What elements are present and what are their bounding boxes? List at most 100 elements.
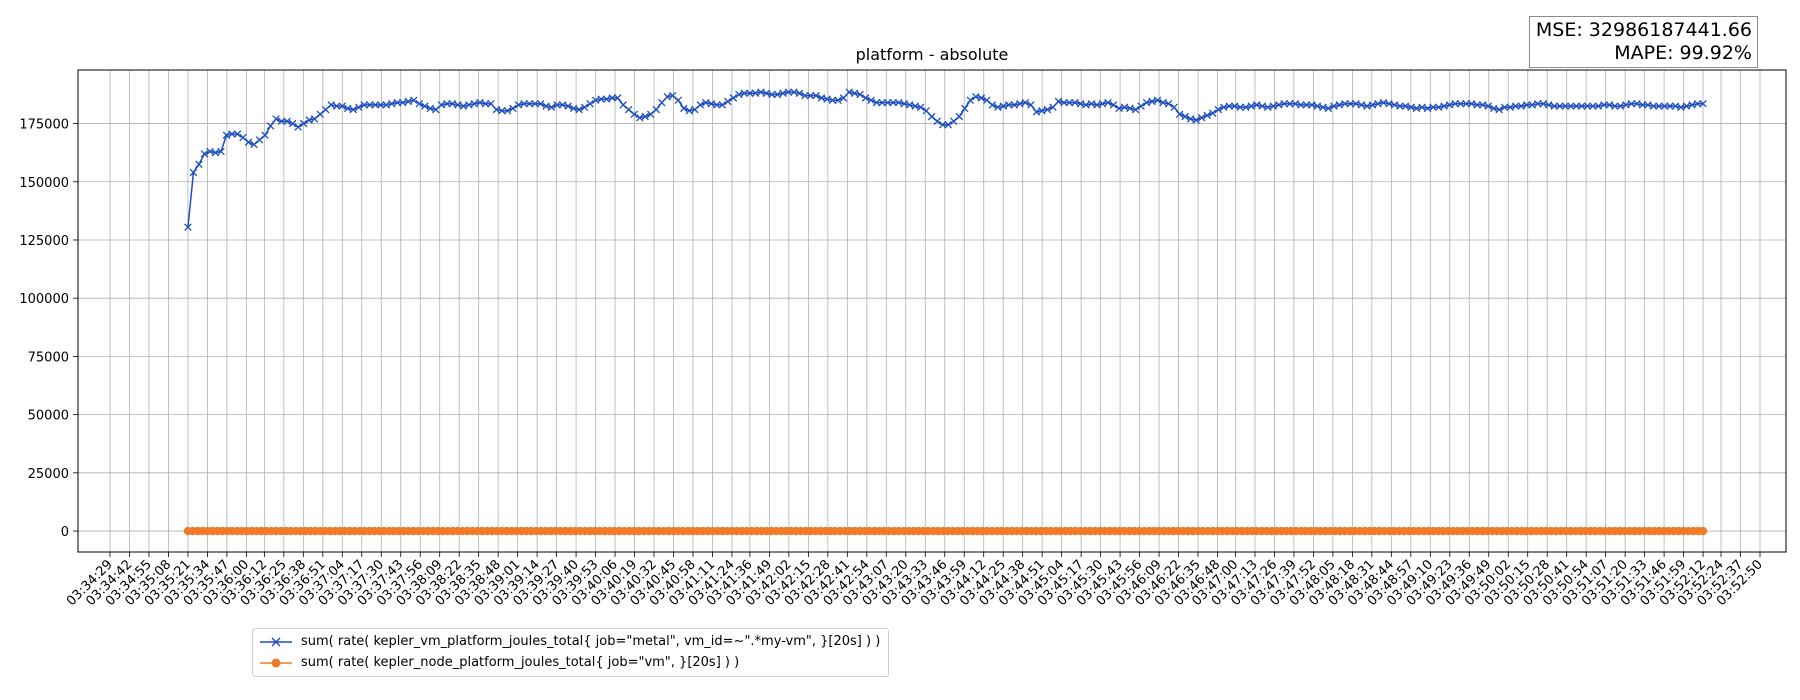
data-point	[850, 89, 859, 98]
data-point	[200, 150, 209, 158]
data-point	[343, 104, 352, 113]
series-layer	[183, 88, 1708, 536]
data-point	[867, 96, 875, 105]
data-point	[806, 91, 815, 100]
error-stats-box: MSE: 32986187441.66 MAPE: 99.92%	[1528, 16, 1758, 68]
data-point	[630, 110, 638, 119]
data-point	[448, 100, 457, 108]
x-marker-line-icon	[260, 637, 292, 646]
data-point	[889, 98, 897, 107]
data-point	[905, 101, 914, 109]
data-point	[1352, 100, 1360, 108]
data-point	[1324, 104, 1333, 113]
data-point	[1109, 101, 1118, 109]
data-point	[828, 96, 837, 105]
data-point	[1478, 101, 1487, 109]
data-point	[514, 101, 523, 109]
data-point	[382, 101, 391, 109]
data-point	[1572, 102, 1581, 110]
data-point	[470, 100, 479, 108]
data-point	[1230, 102, 1239, 110]
data-point	[1473, 101, 1481, 109]
data-point	[702, 98, 710, 107]
data-point	[1142, 98, 1151, 107]
data-point	[740, 89, 749, 98]
data-point	[222, 131, 231, 139]
data-point	[1390, 101, 1399, 109]
data-point	[332, 102, 341, 110]
data-point	[1258, 102, 1267, 110]
data-point	[1208, 109, 1217, 117]
data-point	[757, 88, 765, 96]
data-point	[994, 103, 1002, 112]
data-point	[1550, 102, 1559, 110]
data-point	[525, 100, 534, 108]
data-point	[272, 115, 280, 123]
data-point	[817, 94, 826, 102]
data-point	[503, 106, 512, 115]
data-point	[1660, 102, 1669, 110]
data-point	[1197, 113, 1206, 122]
data-point	[1638, 101, 1647, 109]
data-point	[1649, 102, 1658, 110]
data-point	[1060, 98, 1068, 107]
data-point	[1330, 102, 1338, 110]
data-point	[635, 113, 644, 122]
data-point	[790, 88, 798, 96]
data-point	[1396, 102, 1404, 110]
data-point	[371, 101, 380, 109]
data-point	[1699, 100, 1707, 108]
data-point	[1357, 101, 1366, 109]
data-point	[437, 101, 446, 109]
y-tick-label: 125000	[19, 234, 69, 249]
data-point	[1534, 100, 1542, 108]
data-point	[746, 89, 754, 98]
data-point	[509, 104, 517, 113]
data-point	[415, 100, 424, 108]
data-point	[476, 98, 484, 107]
data-point	[1319, 103, 1327, 112]
data-point	[1374, 100, 1382, 108]
data-point	[1556, 102, 1564, 110]
data-point	[1308, 101, 1316, 109]
data-point	[1633, 100, 1641, 108]
data-point	[933, 117, 941, 125]
data-point	[999, 102, 1008, 110]
data-point	[354, 103, 363, 112]
data-point	[1363, 102, 1371, 110]
data-point	[1264, 103, 1272, 112]
series-line	[187, 91, 1704, 228]
data-point	[707, 100, 716, 108]
data-point	[1489, 104, 1498, 113]
data-point	[1275, 101, 1283, 109]
data-point	[1027, 101, 1035, 109]
plot-frame	[77, 69, 1787, 553]
data-point	[1214, 105, 1222, 114]
data-point	[542, 102, 550, 110]
data-point	[1462, 100, 1470, 108]
data-point	[1451, 100, 1459, 108]
data-point	[1181, 112, 1189, 121]
data-point	[184, 223, 192, 231]
data-point	[751, 89, 760, 98]
data-point	[1043, 105, 1052, 114]
data-point	[861, 94, 870, 102]
data-point	[388, 100, 396, 108]
data-point	[680, 104, 688, 113]
data-point	[916, 103, 925, 112]
data-point	[1280, 100, 1289, 108]
data-point	[1589, 102, 1597, 110]
grid-lines	[78, 70, 1786, 552]
data-point	[377, 101, 385, 109]
data-point	[795, 89, 804, 98]
legend-label-node-platform: sum( rate( kepler_node_platform_joules_t…	[301, 655, 740, 670]
data-point	[729, 94, 738, 102]
data-point	[564, 102, 572, 110]
data-point	[1495, 105, 1503, 114]
data-point	[602, 95, 611, 103]
data-point	[189, 168, 198, 177]
legend-label-vm-platform: sum( rate( kepler_vm_platform_joules_tot…	[301, 634, 881, 649]
data-point	[1407, 103, 1415, 112]
data-point	[498, 106, 506, 115]
data-point	[1148, 97, 1156, 106]
